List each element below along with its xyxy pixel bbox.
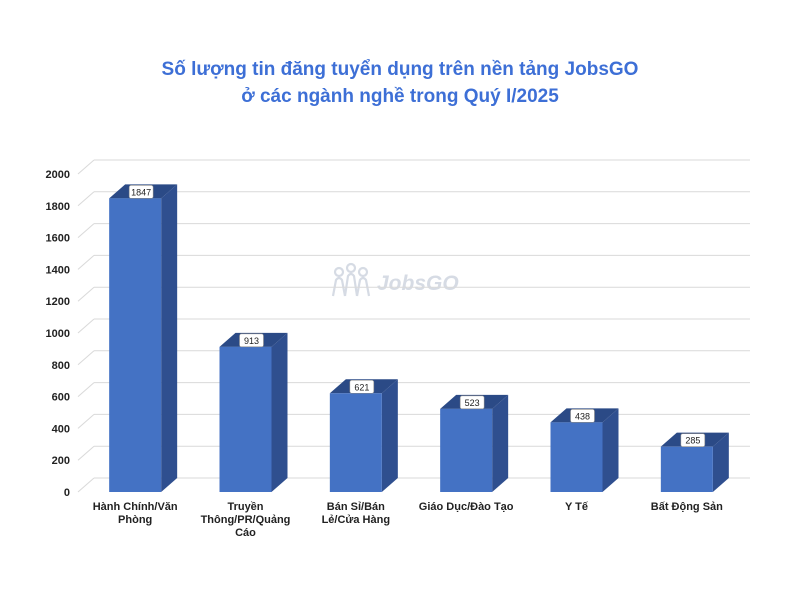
gridline-depth: [77, 382, 95, 397]
data-label-box: [570, 409, 595, 423]
bar-front: [109, 198, 162, 492]
bar: [550, 408, 619, 492]
data-label-text: 621: [354, 382, 369, 392]
data-label-box: [459, 395, 485, 410]
y-tick-label: 400: [52, 423, 70, 435]
y-tick-label: 2000: [46, 169, 70, 181]
bar-front: [660, 446, 713, 492]
bar-side: [712, 432, 729, 492]
y-tick-label: 1600: [46, 233, 70, 245]
x-tick-label: Y Tế: [565, 501, 589, 513]
data-label-box: [128, 185, 154, 199]
y-axis: 0 200 400 600 800 1000 1200 1400 1600 1800 2000: [46, 169, 70, 499]
chart-title-line-2: ở các ngành nghề trong Quý I/2025: [241, 86, 559, 107]
gridline-depth: [77, 445, 95, 461]
bar-series: 1847 913 621 523 438 285: [109, 184, 729, 492]
data-label-text: 285: [685, 436, 700, 446]
x-tick-label: Giáo Dục/Đào Tạo: [419, 501, 514, 513]
data-label: 621: [349, 379, 375, 394]
bar-front: [550, 422, 603, 492]
x-tick-label: Bất Động Sản: [651, 501, 723, 513]
bar-side: [602, 408, 619, 492]
y-tick-label: 600: [52, 392, 70, 404]
jobsgo-logo-icon: [331, 262, 371, 297]
data-label-text: 523: [465, 398, 480, 408]
data-label-text: 438: [575, 411, 590, 421]
gridline-depth: [77, 318, 95, 334]
jobsgo-watermark: JobsGO: [331, 262, 459, 297]
chart-grid: [77, 159, 750, 493]
x-tick-label: Hành Chính/Văn Phòng: [93, 501, 178, 526]
gridline-depth: [77, 414, 95, 429]
x-tick-label: Bán Sỉ/Bán Lẻ/Cửa Hàng: [322, 501, 390, 526]
y-tick-label: 1000: [46, 328, 70, 340]
watermark-text: JobsGO: [377, 272, 459, 295]
bar: [329, 379, 398, 492]
bar-front: [440, 408, 493, 492]
gridline-depth: [77, 191, 95, 207]
bar: [109, 184, 178, 492]
data-label: 285: [680, 433, 706, 447]
data-label: 913: [239, 333, 264, 348]
bar-front: [219, 346, 272, 492]
gridline-depth: [77, 350, 95, 366]
data-label: 1847: [128, 185, 154, 199]
data-label: 438: [570, 409, 595, 423]
bar: [440, 394, 509, 492]
gridline-depth: [77, 477, 95, 493]
gridline-depth: [77, 159, 95, 175]
chart-title-line-1: Số lượng tin đăng tuyển dụng trên nền tả…: [161, 59, 639, 80]
bar-side: [381, 379, 398, 492]
y-tick-label: 200: [52, 455, 70, 467]
gridline-depth: [77, 286, 95, 302]
bar-side: [271, 332, 288, 492]
y-tick-label: 800: [52, 360, 70, 372]
data-label-box: [239, 333, 264, 348]
data-label-text: 913: [244, 336, 259, 346]
chart-title: Số lượng tin đăng tuyển dụng trên nền tả…: [0, 56, 800, 110]
data-label-box: [680, 433, 706, 447]
bar: [660, 432, 729, 492]
bar-side: [492, 394, 509, 492]
y-tick-label: 1800: [46, 201, 70, 213]
data-label-box: [349, 379, 375, 394]
bar-front: [329, 393, 382, 492]
bar-side: [161, 184, 178, 492]
y-tick-label: 1200: [46, 296, 70, 308]
x-tick-label: Truyền Thông/PR/Quảng Cáo: [201, 501, 291, 539]
gridline-depth: [77, 255, 95, 270]
y-tick-label: 1400: [46, 264, 70, 276]
y-tick-label: 0: [64, 487, 70, 499]
data-label-text: 1847: [131, 187, 151, 197]
gridline-depth: [77, 223, 95, 238]
bar: [219, 332, 288, 492]
data-label: 523: [459, 395, 485, 410]
x-axis: Hành Chính/Văn Phòng Truyền Thông/PR/Quảng C…: [93, 501, 723, 539]
